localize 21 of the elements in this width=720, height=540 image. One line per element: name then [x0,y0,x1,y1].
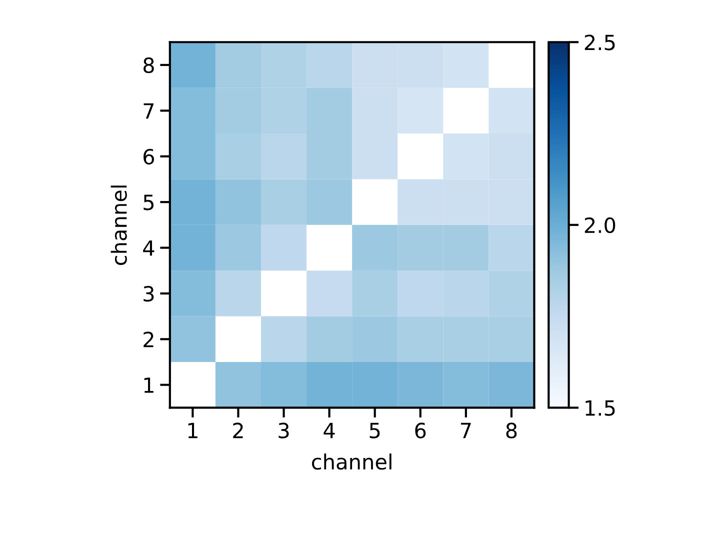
x-tick-label: 5 [370,422,380,438]
x-axis-title: channel [312,454,392,470]
y-axis-title: channel [110,186,127,265]
y-tick-label: 2 [144,332,154,348]
x-tick-label: 6 [415,422,426,438]
x-tick-label: 4 [324,422,335,438]
y-tick-label: 1 [144,378,154,393]
x-tick-label: 1 [188,422,198,438]
x-tick-label: 8 [506,422,517,438]
y-tick-label: 5 [144,194,154,210]
color-bar-label: 1.5 [586,400,615,416]
y-tick-label: 4 [143,240,154,256]
x-tick-label: 3 [278,422,289,438]
y-tick-label: 8 [143,57,154,74]
y-tick-label: 7 [144,103,154,119]
color-bar-label: 2.0 [584,217,616,234]
y-tick-label: 3 [144,286,154,302]
y-tick-label: 6 [144,148,154,165]
color-bar-label: 2.5 [584,34,615,50]
x-tick-label: 7 [461,422,471,438]
x-tick-label: 2 [233,422,243,438]
